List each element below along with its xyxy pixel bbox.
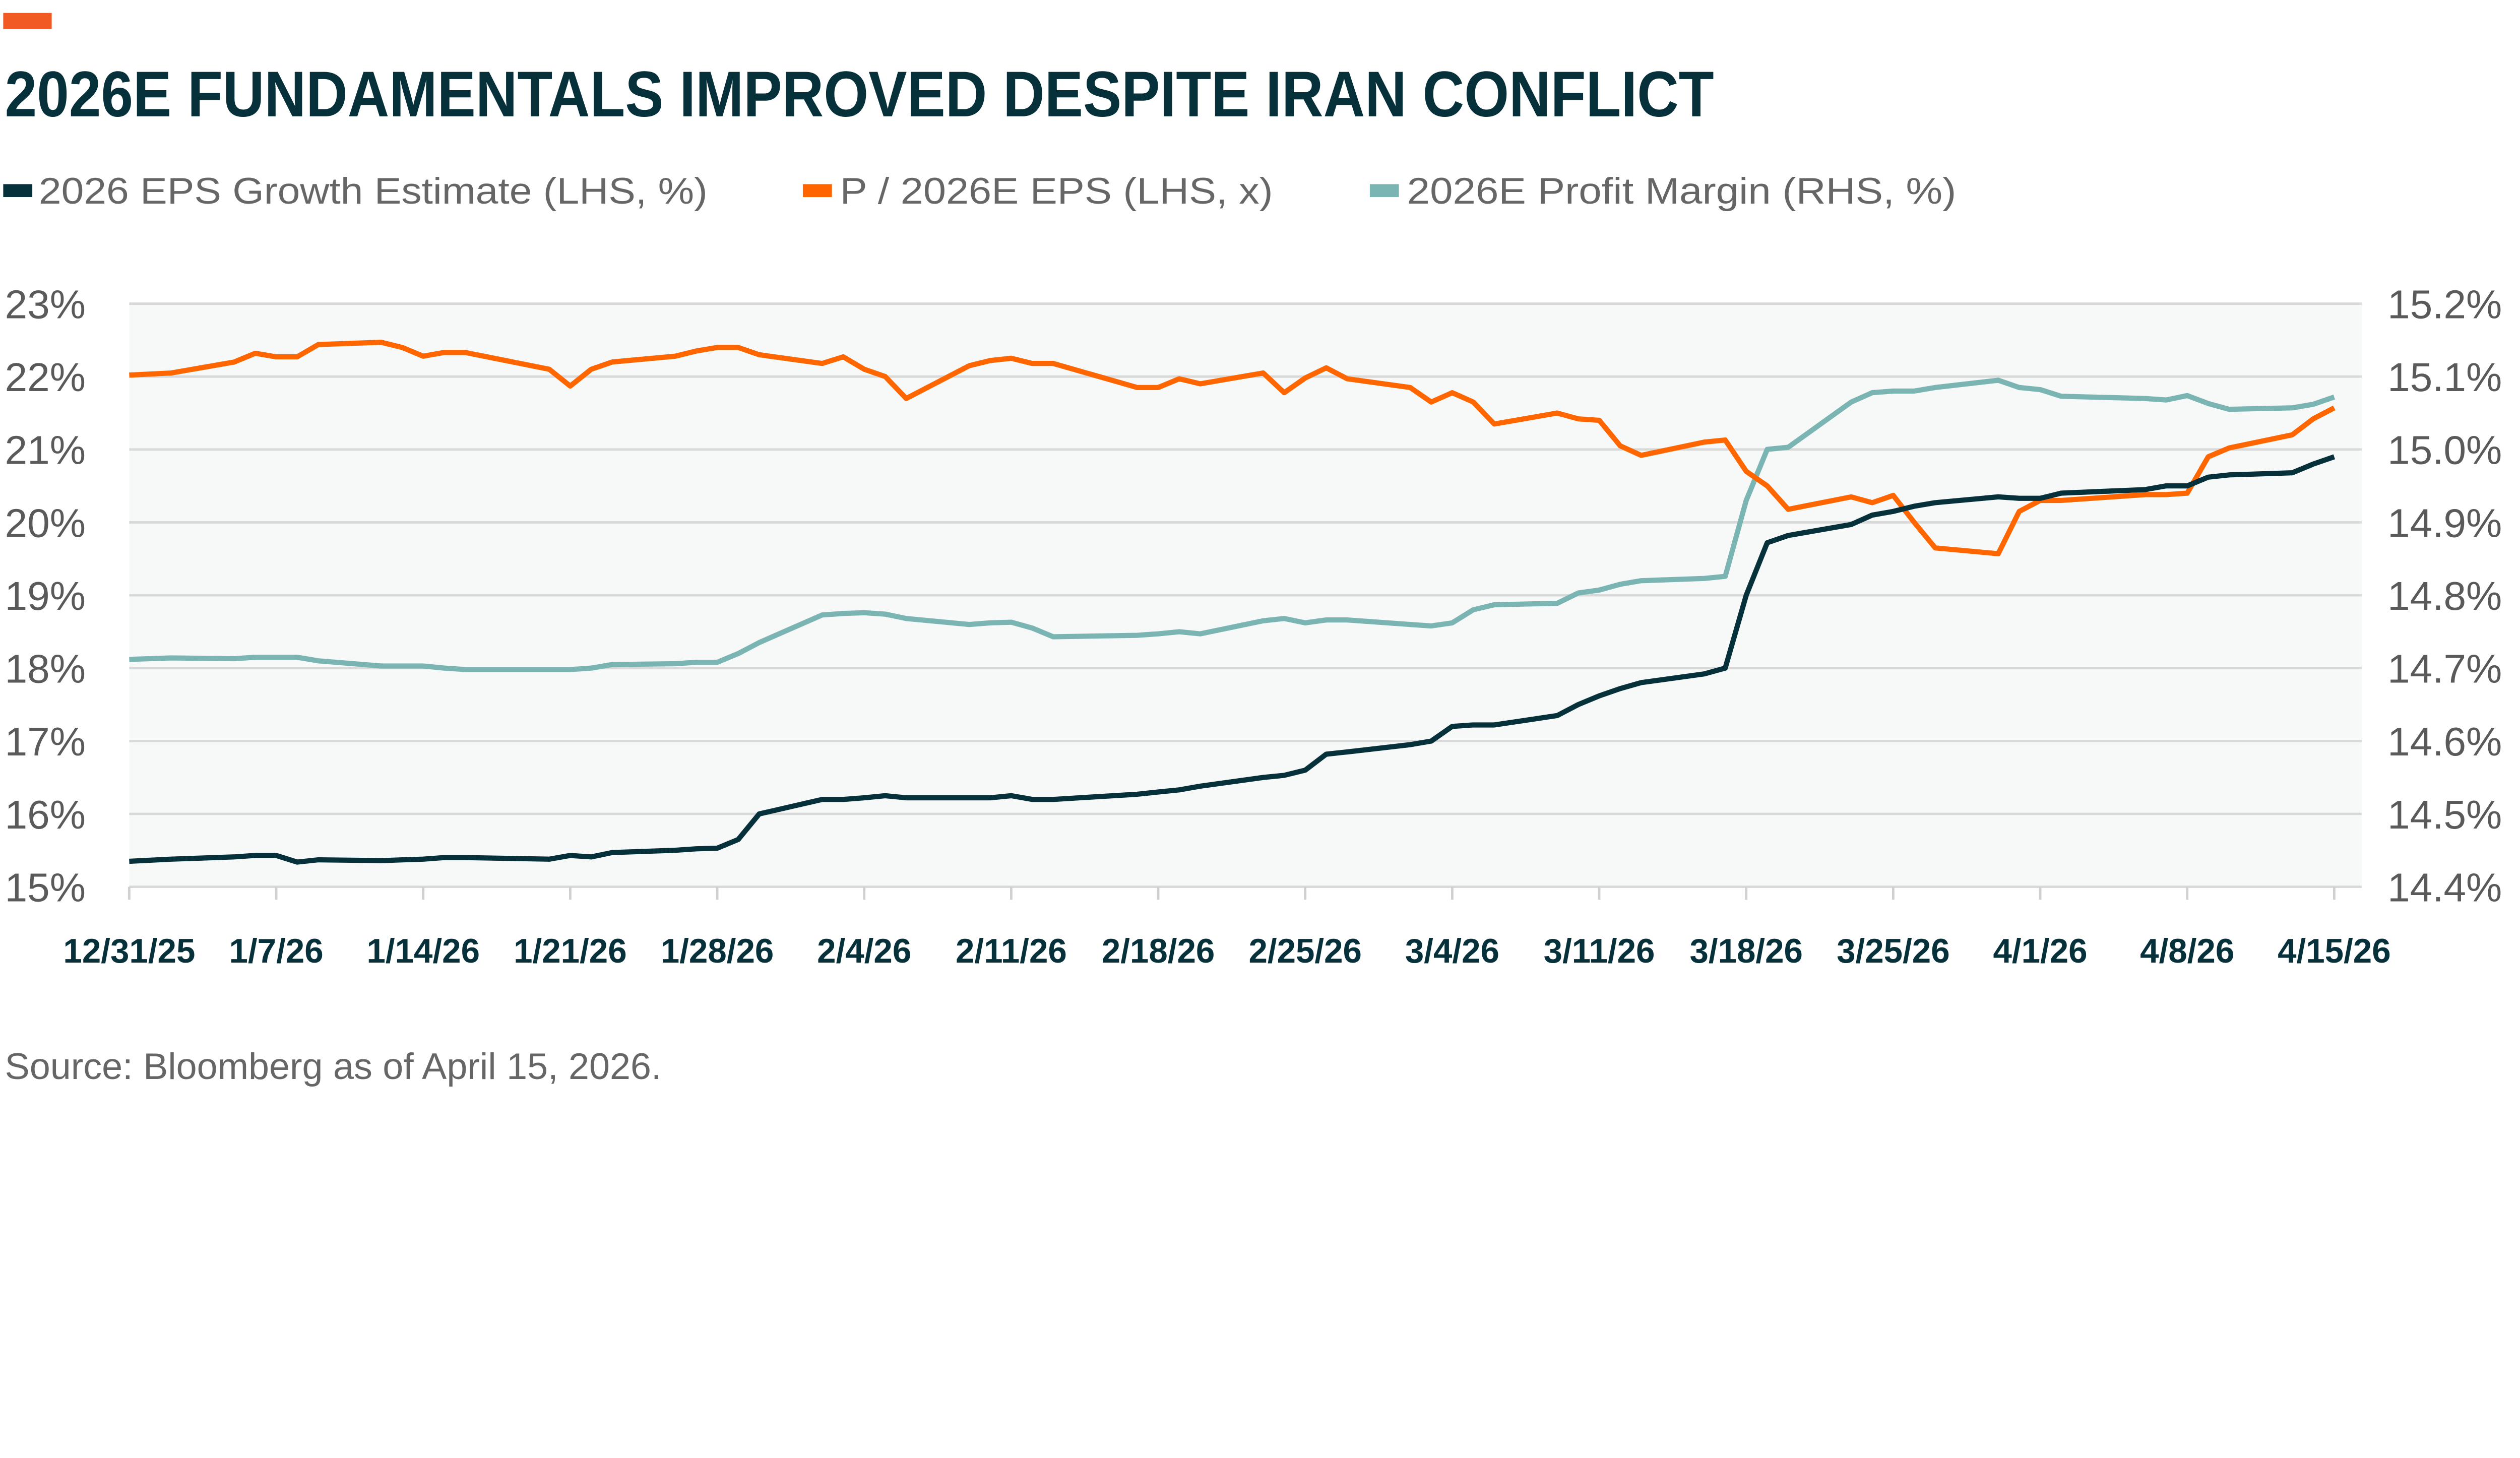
y-right-tick-label: 15.2% [2387,281,2502,327]
source-note: Source: Bloomberg as of April 15, 2026. [5,1045,662,1087]
series-line-eps-growth [129,454,2336,865]
chart: 2026E FUNDAMENTALS IMPROVED DESPITE IRAN… [3,13,2502,1087]
y-right-tick-label: 15.1% [2387,354,2502,400]
y-right-tick-label: 14.8% [2387,573,2502,618]
y-left-tick-label: 16% [5,792,86,837]
legend-label-margin: 2026E Profit Margin (RHS, %) [1407,170,1957,212]
x-axis: 12/31/25 1/7/26 1/14/26 1/21/26 1/28/26 2/4/2… [63,886,2391,970]
series-line-pe [129,340,2336,556]
y-right-tick-label: 14.9% [2387,500,2502,545]
y-axis-left: 15% 16% 17% 18% 19% 20% 21% 22% 23% [5,281,86,910]
chart-title: 2026E FUNDAMENTALS IMPROVED DESPITE IRAN… [5,58,1714,131]
y-axis-right: 14.4% 14.5% 14.6% 14.7% 14.8% 14.9% 15.0% 15.1%… [2387,281,2502,910]
x-tick-label: 12/31/25 [63,932,195,970]
legend-swatch-margin [1369,184,1399,198]
accent-bar [3,13,52,29]
y-right-tick-label: 15.0% [2387,427,2502,473]
y-left-tick-label: 19% [5,573,86,618]
legend-swatch-eps-growth [3,184,33,198]
series-line-profit-margin [129,377,2336,672]
y-left-tick-label: 15% [5,864,86,910]
y-right-tick-label: 14.4% [2387,864,2502,910]
x-tick-label: 4/1/26 [1993,932,2087,970]
x-tick-label: 4/15/26 [2278,932,2391,970]
y-left-tick-label: 23% [5,281,86,327]
x-tick-label: 1/7/26 [229,932,324,970]
y-right-tick-label: 14.6% [2387,719,2502,764]
y-right-tick-label: 14.7% [2387,646,2502,691]
y-left-tick-label: 18% [5,646,86,691]
x-tick-label: 1/21/26 [514,932,627,970]
y-right-tick-label: 14.5% [2387,792,2502,837]
x-tick-label: 2/25/26 [1248,932,1362,970]
x-tick-label: 1/28/26 [661,932,774,970]
x-tick-label: 3/18/26 [1689,932,1803,970]
legend: 2026 EPS Growth Estimate (LHS, %) P / 20… [3,170,1956,212]
x-tick-label: 3/4/26 [1405,932,1499,970]
y-left-tick-label: 22% [5,354,86,400]
legend-label-eps-growth: 2026 EPS Growth Estimate (LHS, %) [39,170,708,212]
legend-swatch-pe [802,184,832,198]
x-tick-label: 4/8/26 [2140,932,2234,970]
y-left-tick-label: 17% [5,719,86,764]
x-tick-label: 2/11/26 [956,932,1067,970]
x-tick-label: 1/14/26 [366,932,480,970]
x-tick-label: 3/11/26 [1544,932,1655,970]
x-tick-label: 2/4/26 [817,932,911,970]
x-tick-label: 3/25/26 [1837,932,1950,970]
series-lines [129,340,2336,865]
y-left-tick-label: 20% [5,500,86,545]
x-tick-label: 2/18/26 [1102,932,1215,970]
y-left-tick-label: 21% [5,427,86,473]
legend-label-pe: P / 2026E EPS (LHS, x) [840,170,1273,212]
